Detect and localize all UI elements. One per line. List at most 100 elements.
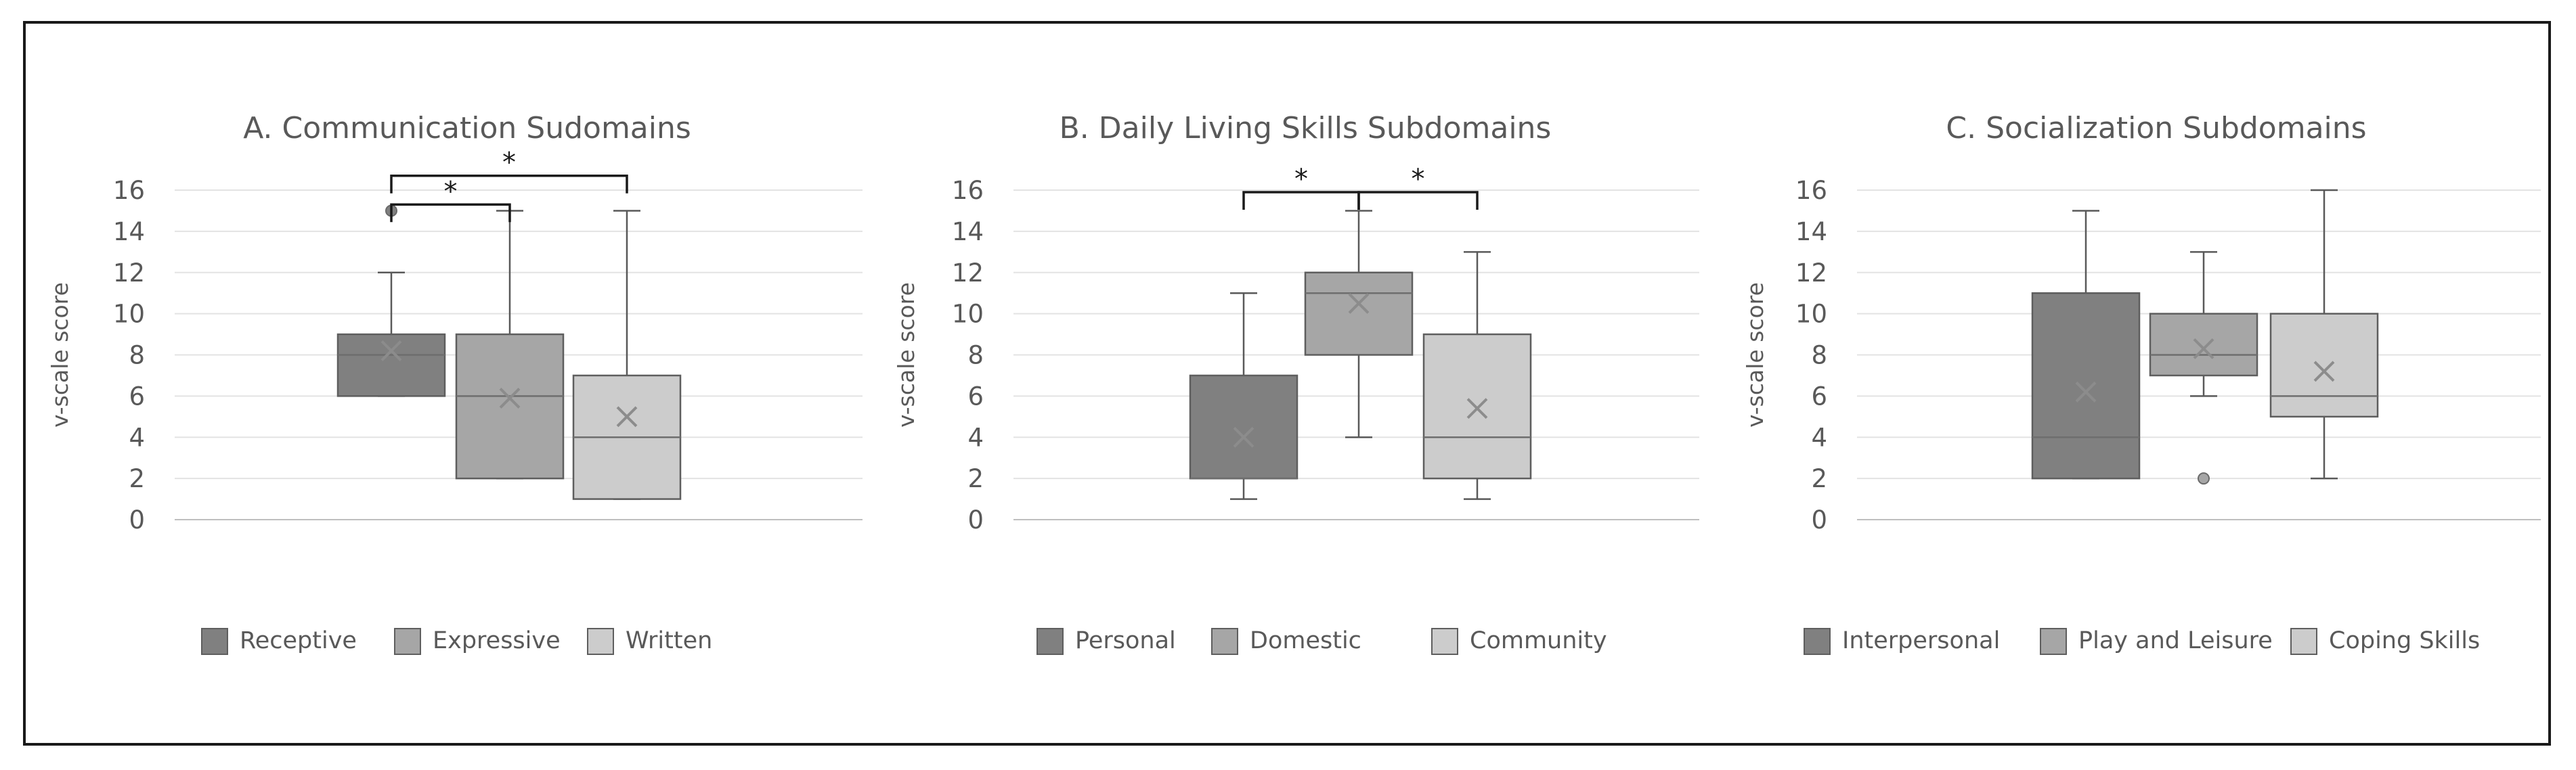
bracket-line	[390, 174, 628, 194]
y-tick-label: 4	[967, 423, 984, 452]
y-tick-label: 12	[113, 258, 145, 288]
legend-swatch	[587, 628, 614, 655]
y-tick-label: 8	[967, 341, 984, 370]
significance-label: *	[502, 148, 516, 179]
y-tick-label: 8	[129, 341, 145, 370]
chart-title: A. Communication Sudomains	[243, 111, 691, 145]
legend-label: Coping Skills	[2329, 627, 2480, 654]
mean-marker	[1233, 426, 1254, 448]
y-tick-label: 4	[129, 423, 145, 452]
y-axis-label: v-scale score	[893, 282, 919, 428]
panel-communication: A. Communication Sudomains v-scale score 0…	[47, 111, 863, 655]
box-domestic	[1304, 210, 1414, 438]
y-tick-label: 4	[1811, 423, 1827, 452]
y-tick-label: 2	[129, 464, 145, 493]
legend-entry-personal: Personal	[1036, 627, 1176, 655]
legend-entry-domestic: Domestic	[1211, 627, 1361, 655]
mean-marker-stroke	[1348, 292, 1370, 314]
box-body	[1189, 374, 1298, 480]
outlier-point	[2198, 472, 2210, 485]
y-tick-label: 0	[1811, 505, 1827, 535]
y-tick-label: 10	[952, 300, 984, 329]
legend-entry-receptive: Receptive	[201, 627, 357, 655]
box-written	[572, 210, 682, 500]
legend-entry-community: Community	[1431, 627, 1607, 655]
legend-label: Expressive	[433, 627, 561, 654]
mean-marker-stroke	[1466, 398, 1488, 420]
legend-swatch	[2040, 628, 2067, 655]
legend-label: Community	[1470, 627, 1607, 654]
significance-label: *	[1412, 164, 1425, 195]
y-tick-label: 12	[952, 258, 984, 288]
legend-swatch	[2290, 628, 2317, 655]
mean-marker	[2193, 338, 2214, 359]
box-personal	[1189, 292, 1298, 500]
y-tick-label: 14	[113, 217, 145, 246]
y-tick-label: 0	[129, 505, 145, 535]
y-tick-label: 14	[952, 217, 984, 246]
mean-marker-stroke	[2075, 381, 2097, 403]
legend-swatch	[1431, 628, 1458, 655]
mean-marker	[2075, 381, 2097, 403]
legend-label: Play and Leisure	[2078, 627, 2273, 654]
box-receptive	[336, 204, 446, 397]
mean-marker	[616, 406, 638, 428]
y-tick-label: 16	[952, 176, 984, 205]
significance-label: *	[444, 176, 458, 207]
mean-marker	[2313, 361, 2335, 382]
box-body	[2269, 313, 2379, 418]
mean-marker-stroke	[380, 340, 402, 361]
mean-marker-stroke	[2313, 361, 2335, 382]
legend-swatch	[1036, 628, 1064, 655]
y-tick-label: 0	[967, 505, 984, 535]
legend-label: Receptive	[240, 627, 357, 654]
legend-label: Written	[626, 627, 712, 654]
box-expressive	[455, 210, 565, 480]
mean-marker	[1466, 398, 1488, 420]
box-interpersonal	[2031, 210, 2141, 480]
legend-label: Domestic	[1250, 627, 1361, 654]
box-body	[336, 333, 446, 397]
y-tick-label: 6	[967, 382, 984, 411]
box-body	[2031, 292, 2141, 480]
mean-marker	[499, 388, 521, 409]
y-tick-label: 12	[1795, 258, 1827, 288]
box-community	[1422, 251, 1532, 500]
y-tick-label: 10	[1795, 300, 1827, 329]
significance-label: *	[1294, 164, 1308, 195]
box-coping-skills	[2269, 189, 2379, 480]
legend-swatch	[1804, 628, 1831, 655]
legend-swatch	[394, 628, 421, 655]
legend-entry-coping-skills: Coping Skills	[2290, 627, 2480, 655]
legend-entry-expressive: Expressive	[394, 627, 561, 655]
y-tick-label: 2	[967, 464, 984, 493]
y-tick-label: 14	[1795, 217, 1827, 246]
box-body	[1422, 333, 1532, 480]
legend-entry-interpersonal: Interpersonal	[1804, 627, 2000, 655]
mean-marker-stroke	[499, 388, 521, 409]
panel-socialization: C. Socialization Subdomains v-scale score…	[1742, 111, 2541, 655]
y-tick-label: 16	[1795, 176, 1827, 205]
legend-label: Interpersonal	[1842, 627, 2000, 654]
y-tick-label: 10	[113, 300, 145, 329]
mean-marker-stroke	[616, 406, 638, 428]
mean-marker-stroke	[2193, 338, 2214, 359]
legend-swatch	[1211, 628, 1238, 655]
y-axis-label: v-scale score	[47, 282, 73, 428]
mean-marker-stroke	[1233, 426, 1254, 448]
box-play-and-leisure	[2149, 251, 2258, 485]
chart-title: C. Socialization Subdomains	[1946, 111, 2366, 145]
bracket-line	[390, 203, 511, 223]
y-tick-label: 8	[1811, 341, 1827, 370]
mean-marker	[1348, 292, 1370, 314]
y-tick-label: 16	[113, 176, 145, 205]
mean-marker	[380, 340, 402, 361]
chart-title: B. Daily Living Skills Subdomains	[1060, 111, 1552, 145]
box-body	[455, 333, 565, 480]
y-tick-label: 6	[129, 382, 145, 411]
significance-bracket: *	[390, 148, 628, 194]
legend-entry-play-and-leisure: Play and Leisure	[2040, 627, 2273, 655]
significance-bracket: *	[1357, 164, 1479, 210]
